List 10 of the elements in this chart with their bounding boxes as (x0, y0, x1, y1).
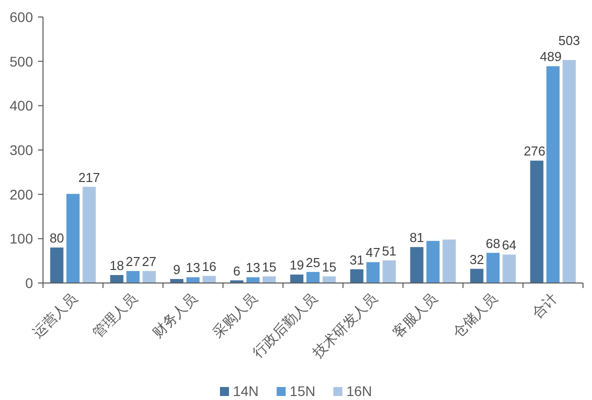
x-tick-label: 财务人员 (149, 290, 200, 341)
x-tick-label: 合计 (529, 290, 560, 321)
x-tick-label: 客服人员 (389, 290, 440, 341)
x-tick-label: 管理人员 (89, 290, 140, 341)
x-tick-label: 采购人员 (209, 290, 260, 341)
legend-label: 15N (290, 383, 316, 399)
legend-label: 14N (232, 383, 259, 399)
x-tick-label: 仓储人员 (449, 290, 500, 341)
legend-label: 16N (346, 383, 372, 399)
x-tick-label: 运营人员 (29, 290, 80, 341)
